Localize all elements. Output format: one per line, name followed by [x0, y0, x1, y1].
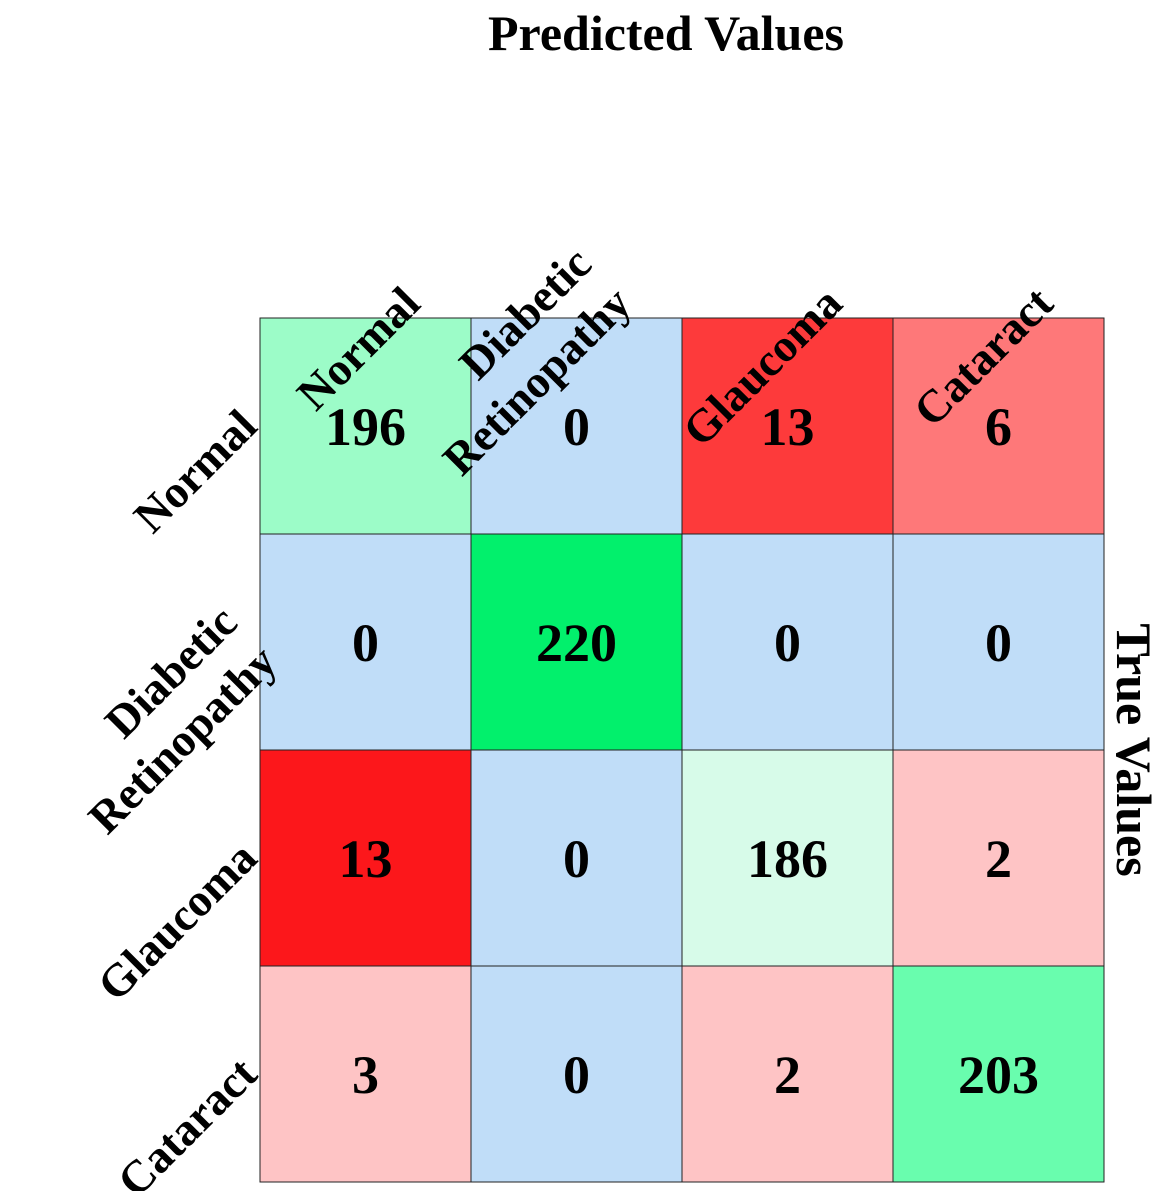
cell-value-label-3-2: 2: [774, 1045, 801, 1105]
cell-value-label-3-0: 3: [352, 1045, 379, 1105]
cell-value-label-1-1: 220: [536, 613, 617, 673]
cell-value-label-1-3: 0: [985, 613, 1012, 673]
y-tick-label-2: Glaucoma: [88, 832, 267, 1011]
y-tick-label-line: Cataract: [107, 1047, 266, 1191]
heatmap-cell-3-0: [259, 965, 472, 1183]
cell-value-label-2-1: 0: [563, 829, 590, 889]
y-tick-label-line: Glaucoma: [88, 832, 267, 1011]
heatmap-cell-1-3: [892, 533, 1105, 751]
y-tick-label-line: Normal: [124, 400, 267, 543]
cell-value-label-2-3: 2: [985, 829, 1012, 889]
heatmap-cell-0-3: [892, 317, 1105, 535]
cell-value-label-0-0: 196: [325, 397, 406, 457]
heatmap-cell-1-1: [470, 533, 683, 751]
cell-value-label-0-1: 0: [563, 397, 590, 457]
cell-value-label-3-1: 0: [563, 1045, 590, 1105]
heatmap-cell-0-0: [259, 317, 472, 535]
cell-value-label-0-2: 13: [761, 397, 815, 457]
heatmap-cell-2-1: [470, 749, 683, 967]
cell-value-label-2-2: 186: [747, 829, 828, 889]
cell-value-label-2-0: 13: [339, 829, 393, 889]
cell-value-label-0-3: 6: [985, 397, 1012, 457]
cell-value-label-3-3: 203: [958, 1045, 1039, 1105]
y-axis-title: True Values: [1106, 623, 1162, 876]
cell-value-label-1-0: 0: [352, 613, 379, 673]
heatmap-cell-3-2: [681, 965, 894, 1183]
heatmap-cell-0-2: [681, 317, 894, 535]
heatmap-cells: 196 0 13 6 0 220 0 0 13 0 186 2 3 0 2 203: [259, 317, 1105, 1183]
heatmap-cell-3-1: [470, 965, 683, 1183]
heatmap-cell-1-0: [259, 533, 472, 751]
x-axis-title: Predicted Values: [488, 5, 844, 61]
heatmap-cell-2-3: [892, 749, 1105, 967]
heatmap-cell-0-1: [470, 317, 683, 535]
y-tick-label-3: Cataract: [107, 1047, 266, 1191]
y-tick-label-0: Normal: [124, 400, 267, 543]
heatmap-cell-3-3: [892, 965, 1105, 1183]
cell-value-label-1-2: 0: [774, 613, 801, 673]
heatmap-cell-1-2: [681, 533, 894, 751]
